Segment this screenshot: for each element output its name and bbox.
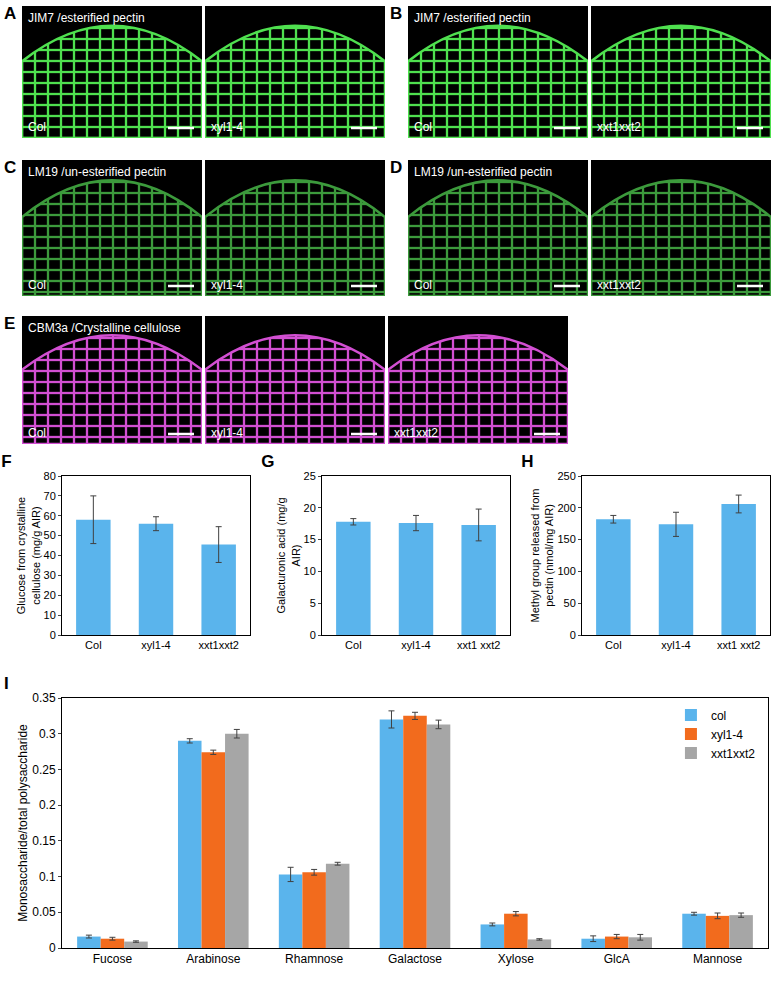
svg-text:Col: Col bbox=[345, 639, 362, 651]
svg-text:Mannose: Mannose bbox=[693, 952, 743, 966]
svg-text:JIM7 /esterified pectin: JIM7 /esterified pectin bbox=[28, 11, 145, 25]
svg-text:Arabinose: Arabinose bbox=[186, 952, 240, 966]
svg-text:Col: Col bbox=[28, 278, 46, 292]
svg-text:0.25: 0.25 bbox=[32, 763, 56, 777]
svg-text:xyl1-4: xyl1-4 bbox=[211, 120, 243, 134]
svg-text:Glucose from crystallinecellul: Glucose from crystallinecellulose (mg/g … bbox=[15, 497, 41, 614]
svg-text:Col: Col bbox=[28, 120, 46, 134]
svg-text:10: 10 bbox=[304, 565, 316, 577]
svg-text:LM19 /un-esterified pectin: LM19 /un-esterified pectin bbox=[28, 165, 166, 179]
svg-text:Monosaccharide/total polysacch: Monosaccharide/total polysaccharide bbox=[16, 724, 30, 922]
svg-text:10: 10 bbox=[44, 609, 56, 621]
svg-text:Galacturonic acid (mg/gAIR): Galacturonic acid (mg/gAIR) bbox=[275, 497, 301, 613]
svg-text:0: 0 bbox=[50, 629, 56, 641]
svg-text:xyl1-4: xyl1-4 bbox=[211, 278, 243, 292]
svg-text:15: 15 bbox=[304, 533, 316, 545]
svg-text:CBM3a /Crystalline cellulose: CBM3a /Crystalline cellulose bbox=[28, 321, 181, 335]
svg-text:30: 30 bbox=[44, 569, 56, 581]
svg-text:xxt1xxt2: xxt1xxt2 bbox=[711, 747, 755, 761]
svg-text:250: 250 bbox=[557, 470, 575, 482]
svg-text:Col: Col bbox=[414, 278, 432, 292]
svg-text:0.2: 0.2 bbox=[39, 798, 56, 812]
svg-text:GlcA: GlcA bbox=[604, 952, 630, 966]
svg-text:0.15: 0.15 bbox=[32, 834, 56, 848]
svg-text:20: 20 bbox=[44, 589, 56, 601]
svg-text:60: 60 bbox=[44, 510, 56, 522]
html-text:A: A bbox=[4, 4, 17, 23]
svg-text:100: 100 bbox=[557, 565, 575, 577]
svg-text:Xylose: Xylose bbox=[498, 952, 534, 966]
svg-text:xxt1xxt2: xxt1xxt2 bbox=[597, 278, 641, 292]
svg-text:50: 50 bbox=[44, 529, 56, 541]
svg-text:xxt1 xxt2: xxt1 xxt2 bbox=[717, 639, 760, 651]
svg-text:Col: Col bbox=[414, 120, 432, 134]
svg-text:col: col bbox=[711, 709, 726, 723]
svg-text:xxt1xxt2: xxt1xxt2 bbox=[198, 639, 238, 651]
svg-text:0.1: 0.1 bbox=[39, 870, 56, 884]
html-text:B: B bbox=[390, 4, 403, 23]
svg-text:xxt1xxt2: xxt1xxt2 bbox=[597, 120, 641, 134]
html-text:D: D bbox=[390, 158, 403, 177]
svg-text:25: 25 bbox=[304, 470, 316, 482]
svg-text:0: 0 bbox=[49, 941, 56, 955]
svg-text:Methyl group released frompect: Methyl group released frompectin (nmol/m… bbox=[529, 489, 555, 623]
html-text:C: C bbox=[4, 158, 17, 177]
svg-text:xyl1-4: xyl1-4 bbox=[711, 728, 743, 742]
svg-text:xyl1-4: xyl1-4 bbox=[661, 639, 690, 651]
svg-text:50: 50 bbox=[564, 597, 576, 609]
svg-text:0: 0 bbox=[570, 629, 576, 641]
svg-text:xyl1-4: xyl1-4 bbox=[211, 426, 243, 440]
svg-text:LM19 /un-esterified pectin: LM19 /un-esterified pectin bbox=[414, 165, 552, 179]
svg-text:H: H bbox=[521, 452, 533, 471]
svg-text:xyl1-4: xyl1-4 bbox=[401, 639, 430, 651]
svg-text:5: 5 bbox=[310, 597, 316, 609]
svg-text:xyl1-4: xyl1-4 bbox=[141, 639, 170, 651]
svg-text:70: 70 bbox=[44, 490, 56, 502]
svg-text:80: 80 bbox=[44, 470, 56, 482]
html-text:E: E bbox=[4, 314, 16, 333]
svg-text:G: G bbox=[261, 452, 274, 471]
svg-text:F: F bbox=[1, 452, 11, 471]
svg-text:150: 150 bbox=[557, 533, 575, 545]
svg-text:40: 40 bbox=[44, 549, 56, 561]
svg-text:Col: Col bbox=[605, 639, 622, 651]
svg-text:200: 200 bbox=[557, 502, 575, 514]
svg-text:JIM7 /esterified pectin: JIM7 /esterified pectin bbox=[414, 11, 531, 25]
svg-text:Col: Col bbox=[85, 639, 102, 651]
svg-text:I: I bbox=[4, 674, 9, 693]
svg-text:xxt1 xxt2: xxt1 xxt2 bbox=[457, 639, 500, 651]
svg-text:0.35: 0.35 bbox=[32, 691, 56, 705]
svg-text:20: 20 bbox=[304, 502, 316, 514]
svg-text:Rhamnose: Rhamnose bbox=[285, 952, 343, 966]
svg-text:Fucose: Fucose bbox=[93, 952, 133, 966]
svg-text:Col: Col bbox=[28, 426, 46, 440]
svg-text:Galactose: Galactose bbox=[388, 952, 442, 966]
svg-text:0.3: 0.3 bbox=[39, 727, 56, 741]
svg-text:0.05: 0.05 bbox=[32, 905, 56, 919]
svg-text:0: 0 bbox=[310, 629, 316, 641]
svg-text:xxt1xxt2: xxt1xxt2 bbox=[394, 426, 438, 440]
